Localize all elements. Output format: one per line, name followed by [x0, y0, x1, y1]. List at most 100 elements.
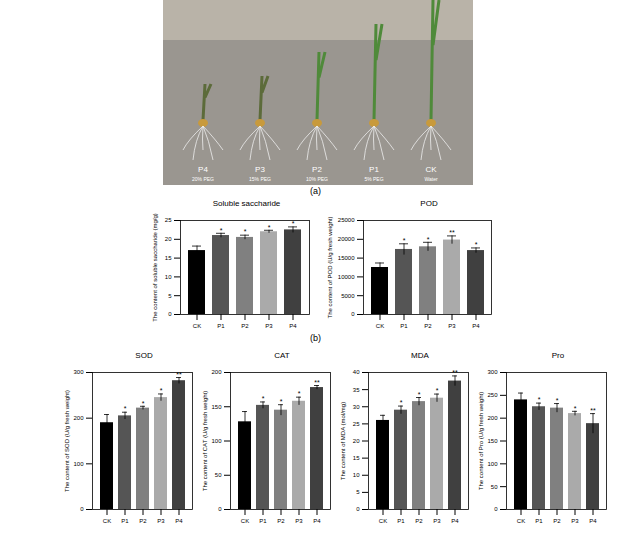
svg-text:20% PEG: 20% PEG: [192, 176, 214, 182]
svg-text:P1: P1: [397, 518, 405, 524]
svg-text:200: 200: [487, 415, 498, 421]
svg-text:P4: P4: [472, 323, 480, 329]
svg-text:CK: CK: [103, 518, 111, 524]
svg-text:5% PEG: 5% PEG: [364, 176, 383, 182]
svg-text:0: 0: [351, 311, 355, 317]
svg-text:15: 15: [165, 255, 172, 261]
svg-text:100: 100: [211, 438, 222, 444]
svg-text:P3: P3: [157, 518, 165, 524]
svg-text:**: **: [176, 371, 182, 378]
svg-text:*: *: [403, 237, 406, 244]
svg-text:30: 30: [353, 404, 360, 410]
svg-text:200: 200: [73, 415, 84, 421]
svg-text:*: *: [124, 405, 127, 412]
svg-text:50: 50: [491, 484, 498, 490]
svg-text:100: 100: [73, 461, 84, 467]
svg-text:0: 0: [168, 311, 172, 317]
svg-text:P2: P2: [312, 165, 322, 174]
svg-text:The content of CAT (U/g fresh: The content of CAT (U/g fresh weight): [202, 391, 208, 492]
svg-text:P2: P2: [424, 323, 432, 329]
svg-text:*: *: [142, 400, 145, 407]
svg-text:40: 40: [353, 369, 360, 375]
svg-text:P1: P1: [217, 323, 225, 329]
svg-text:P2: P2: [241, 323, 249, 329]
svg-text:**: **: [314, 379, 320, 386]
svg-text:P4: P4: [198, 165, 208, 174]
svg-text:*: *: [244, 228, 247, 235]
svg-text:250: 250: [487, 392, 498, 398]
svg-text:P1: P1: [369, 165, 379, 174]
svg-text:35: 35: [353, 387, 360, 393]
svg-text:P4: P4: [289, 323, 297, 329]
svg-text:*: *: [220, 227, 223, 234]
svg-text:*: *: [262, 395, 265, 402]
svg-text:P3: P3: [295, 518, 303, 524]
svg-text:100: 100: [487, 461, 498, 467]
svg-text:The content of soluble sacchar: The content of soluble saccharide (mg/g): [152, 213, 158, 322]
svg-text:*: *: [268, 224, 271, 231]
svg-text:P1: P1: [259, 518, 267, 524]
svg-text:The content of SOD (U/g fresh: The content of SOD (U/g fresh weight): [64, 390, 70, 492]
svg-text:P3: P3: [448, 323, 456, 329]
svg-text:P3: P3: [433, 518, 441, 524]
svg-text:P1: P1: [121, 518, 129, 524]
svg-text:The content of POD (U/g fresh: The content of POD (U/g fresh weight): [327, 216, 333, 318]
svg-text:0: 0: [494, 506, 498, 512]
svg-text:0: 0: [80, 506, 84, 512]
svg-text:P2: P2: [277, 518, 285, 524]
svg-text:200: 200: [211, 369, 222, 375]
svg-text:50: 50: [215, 472, 222, 478]
svg-text:25: 25: [353, 421, 360, 427]
svg-text:*: *: [292, 220, 295, 227]
svg-text:15% PEG: 15% PEG: [249, 176, 271, 182]
svg-text:*: *: [574, 405, 577, 412]
svg-text:CK: CK: [425, 165, 437, 174]
svg-text:CK: CK: [376, 323, 384, 329]
svg-text:P3: P3: [265, 323, 273, 329]
svg-text:20000: 20000: [338, 236, 355, 242]
svg-text:300: 300: [487, 369, 498, 375]
svg-text:150: 150: [487, 438, 498, 444]
svg-text:Water: Water: [424, 176, 437, 182]
svg-text:*: *: [280, 398, 283, 405]
svg-text:150: 150: [211, 404, 222, 410]
svg-text:25000: 25000: [338, 217, 355, 223]
svg-text:CK: CK: [193, 323, 201, 329]
svg-text:CK: CK: [379, 518, 387, 524]
svg-text:5: 5: [356, 489, 360, 495]
svg-text:5000: 5000: [341, 293, 355, 299]
svg-text:0: 0: [218, 506, 222, 512]
svg-text:**: **: [590, 407, 596, 414]
svg-text:**: **: [449, 229, 455, 236]
svg-text:P4: P4: [589, 518, 597, 524]
svg-text:*: *: [427, 236, 430, 243]
svg-text:*: *: [556, 397, 559, 404]
svg-text:P2: P2: [415, 518, 423, 524]
svg-text:CK: CK: [241, 518, 249, 524]
svg-text:P2: P2: [139, 518, 147, 524]
svg-text:*: *: [418, 391, 421, 398]
svg-text:5: 5: [168, 293, 172, 299]
svg-text:CK: CK: [517, 518, 525, 524]
svg-text:P4: P4: [175, 518, 183, 524]
svg-text:P3: P3: [255, 165, 265, 174]
svg-text:P4: P4: [451, 518, 459, 524]
svg-text:25: 25: [165, 217, 172, 223]
svg-text:P4: P4: [313, 518, 321, 524]
svg-text:The content of MDA (mol/mg): The content of MDA (mol/mg): [340, 402, 346, 480]
svg-text:P3: P3: [571, 518, 579, 524]
svg-text:*: *: [538, 396, 541, 403]
svg-text:P1: P1: [400, 323, 408, 329]
svg-text:10000: 10000: [338, 274, 355, 280]
svg-text:*: *: [475, 241, 478, 248]
svg-text:300: 300: [73, 369, 84, 375]
svg-text:*: *: [298, 390, 301, 397]
svg-text:20: 20: [165, 236, 172, 242]
svg-text:10: 10: [165, 274, 172, 280]
svg-text:*: *: [400, 399, 403, 406]
svg-text:P2: P2: [553, 518, 561, 524]
svg-text:15: 15: [353, 455, 360, 461]
svg-text:15000: 15000: [338, 255, 355, 261]
svg-text:*: *: [436, 387, 439, 394]
svg-text:20: 20: [353, 438, 360, 444]
